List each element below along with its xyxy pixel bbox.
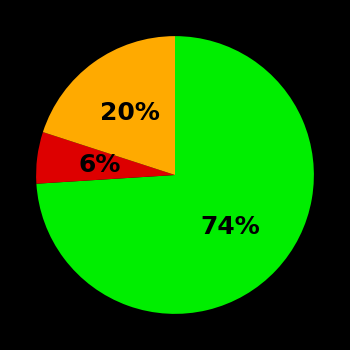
Wedge shape [36, 36, 314, 314]
Text: 20%: 20% [100, 101, 160, 125]
Wedge shape [36, 132, 175, 184]
Text: 74%: 74% [201, 215, 260, 239]
Text: 6%: 6% [78, 153, 120, 177]
Wedge shape [43, 36, 175, 175]
